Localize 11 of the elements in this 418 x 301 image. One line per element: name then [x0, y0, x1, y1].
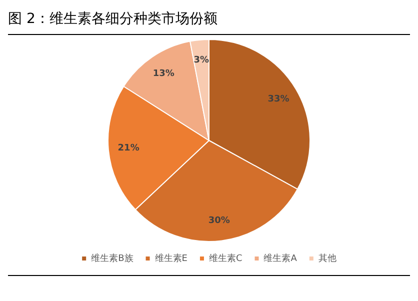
legend-label: 维生素B族 — [91, 252, 134, 264]
data-label: 21% — [118, 143, 140, 154]
data-label: 3% — [194, 55, 210, 66]
legend-label: 维生素A — [264, 252, 298, 264]
legend-label: 其他 — [318, 252, 336, 264]
data-label: 13% — [152, 69, 174, 80]
legend-label: 维生素C — [208, 252, 242, 264]
legend-label: 维生素E — [154, 252, 188, 264]
data-label: 30% — [208, 216, 230, 226]
data-label: 33% — [268, 94, 290, 105]
chart-title: 图 2：维生素各细分种类市场份额 — [8, 8, 410, 35]
